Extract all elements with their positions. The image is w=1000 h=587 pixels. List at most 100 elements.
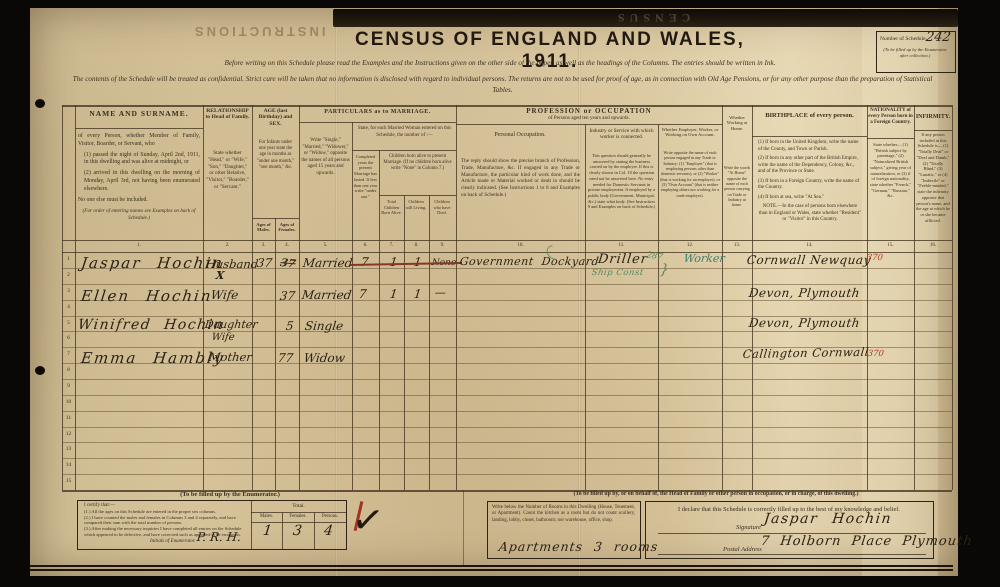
- rooms-box: Write below the Number of Rooms in this …: [487, 501, 641, 559]
- schedule-number-box: Number of Schedule. 242 (To be filled up…: [876, 30, 956, 73]
- col-birthplace-title: BIRTHPLACE of every person.: [765, 112, 854, 119]
- column-number: 13.: [733, 243, 741, 248]
- table-gridline: [62, 474, 952, 476]
- paper-crease: [335, 8, 338, 576]
- column-number: 11.: [618, 243, 625, 248]
- row-number: 11: [65, 414, 72, 421]
- entry-birthplace-emma: Callington Cornwall: [742, 344, 870, 361]
- entry-marital-emma: Widow: [303, 351, 346, 365]
- entry-marital-jaspar: Married: [302, 256, 354, 270]
- instructions-line2: The contents of the Schedule will be tre…: [72, 75, 933, 94]
- col-birthplace-item4: (4) If born at sea, write "At Sea.": [758, 194, 825, 200]
- column-number: 4.: [285, 243, 289, 248]
- col-name-item1: (1) passed the night of Sunday, April 2n…: [84, 151, 200, 166]
- table-gridline: [62, 252, 952, 254]
- enumerator-certificate-box: I certify that:— (1.) All the ages on th…: [77, 500, 347, 550]
- table-gridline: [722, 105, 723, 490]
- schedule-number-value: 242: [925, 30, 952, 45]
- entry-occupation-jaspar: Government Dockyard: [459, 255, 600, 268]
- table-gridline: [62, 363, 952, 365]
- table-gridline: [914, 105, 915, 490]
- col-marriage-group-note: State, for each Married Woman entered on…: [357, 126, 452, 138]
- showthrough-instructions-text: INSTRUCTIONS: [192, 24, 326, 39]
- entry-relationship-winifred: Daughter: [204, 318, 259, 331]
- table-gridline: [352, 150, 456, 151]
- col-personal-occupation-title: Personal Occupation.: [494, 132, 546, 138]
- col-industry-title: Industry or Service with which worker is…: [589, 128, 654, 140]
- col-years-married-note: Completed years the present Marriage has…: [353, 154, 378, 200]
- row-number: 14: [65, 462, 72, 469]
- page-top-shadow-band: CENSUS: [333, 9, 958, 27]
- table-gridline: [252, 105, 253, 490]
- signature-value: Jaspar Hochin: [763, 511, 894, 527]
- col-name-note3: (For order of entering names see Example…: [82, 207, 196, 221]
- col-children-born-label: Total Children Born Alive.: [381, 199, 402, 216]
- col-personal-occupation-note: The reply should show the precise branch…: [461, 158, 580, 198]
- table-gridline: [867, 138, 914, 139]
- entry-employment-jaspar: Worker: [683, 252, 726, 265]
- row-number: 3: [67, 287, 70, 294]
- row-number: 10: [65, 398, 72, 405]
- col-name-note2: No one else must be included.: [78, 196, 148, 203]
- red-code-row7: 370: [867, 349, 885, 359]
- entry-marital-winifred: Single: [304, 319, 345, 333]
- entry-name-emma: Emma Hambly: [80, 349, 226, 367]
- col-age-males-label: Ages of Males.: [256, 222, 271, 233]
- col-infirmity-note: If any person included in this Schedule …: [916, 132, 950, 223]
- table-gridline: [404, 195, 405, 490]
- col-age-title: AGE (last Birthday) and SEX.: [258, 108, 293, 127]
- col-nationality-note: State whether— (1) "British subject by p…: [869, 142, 912, 199]
- col-birthplace-item3: (3) If born in a Foreign Country, write …: [758, 178, 860, 191]
- table-gridline: [62, 378, 952, 380]
- col-name-title: NAME AND SURNAME.: [89, 109, 189, 118]
- entry-years-ellen: 7: [358, 287, 368, 301]
- declaration-text: I declare that this Schedule is correctl…: [678, 506, 900, 513]
- table-gridline: [62, 267, 952, 269]
- table-gridline: [62, 347, 952, 349]
- table-gridline: [62, 394, 952, 396]
- table-gridline: [867, 105, 868, 490]
- householder-section-heading: (To be filled up by, or on behalf of, th…: [573, 491, 859, 497]
- page-title: CENSUS OF ENGLAND AND WALES, 1911.: [355, 29, 745, 72]
- col-children-died-label: Children who have Died.: [433, 199, 451, 216]
- enumerator-section-heading: (To be filled up by the Enumerator.): [180, 491, 280, 498]
- bottom-section-divider: [463, 490, 464, 566]
- table-gridline: [203, 105, 204, 490]
- entry-industry-jaspar: Driller: [597, 252, 649, 267]
- table-gridline: [299, 122, 456, 123]
- totals-males-label: Males.: [260, 514, 273, 519]
- col-at-home-note: Write the words "At Home" opposite the n…: [723, 165, 751, 208]
- declaration-box: I declare that this Schedule is correctl…: [645, 501, 934, 559]
- rooms-note: Write below the Number of Rooms in this …: [492, 505, 635, 523]
- col-marriage-title: PARTICULARS as to MARRIAGE.: [324, 109, 431, 115]
- col-marital-status-note: Write "Single," "Married," "Widower," or…: [301, 138, 350, 176]
- entry-age-ellen: 37: [279, 289, 297, 303]
- entry-marital-ellen: Married: [301, 288, 353, 302]
- totals-title: Total.: [292, 503, 305, 509]
- paper-crease: [578, 8, 581, 576]
- row-number: 5: [67, 319, 70, 326]
- table-gridline: [379, 150, 380, 490]
- totals-females-label: Females.: [289, 514, 307, 519]
- column-number: 16.: [929, 243, 937, 248]
- entry-name-jaspar: Jaspar Hochin: [80, 254, 225, 272]
- col-name-item2: (2) arrived in this dwelling on the morn…: [84, 170, 200, 192]
- totals-persons-value: 4: [323, 523, 334, 539]
- entry-name-ellen: Ellen Hochin: [80, 287, 214, 305]
- table-gridline: [299, 105, 300, 490]
- table-gridline: [658, 124, 659, 490]
- table-gridline: [62, 105, 952, 107]
- schedule-number-note: (To be filled up by the Enumerator after…: [883, 47, 947, 58]
- postal-address-label: Postal Address: [723, 546, 762, 553]
- certify-item-2: (2.) I have counted the males and female…: [84, 514, 236, 526]
- table-gridline: [429, 195, 430, 490]
- table-gridline: [62, 105, 63, 490]
- entry-birthplace-ellen: Devon, Plymouth: [748, 286, 861, 300]
- entry-age-jaspar: 37: [256, 256, 274, 270]
- table-gridline: [62, 442, 952, 444]
- col-age-note: For Infants under one year state the age…: [256, 140, 295, 170]
- col-children-group-note: Children born alive to present Marriage.…: [383, 154, 452, 172]
- totals-females-value: 3: [292, 523, 303, 539]
- row-number: 12: [65, 430, 72, 437]
- column-number: 7.: [389, 243, 394, 248]
